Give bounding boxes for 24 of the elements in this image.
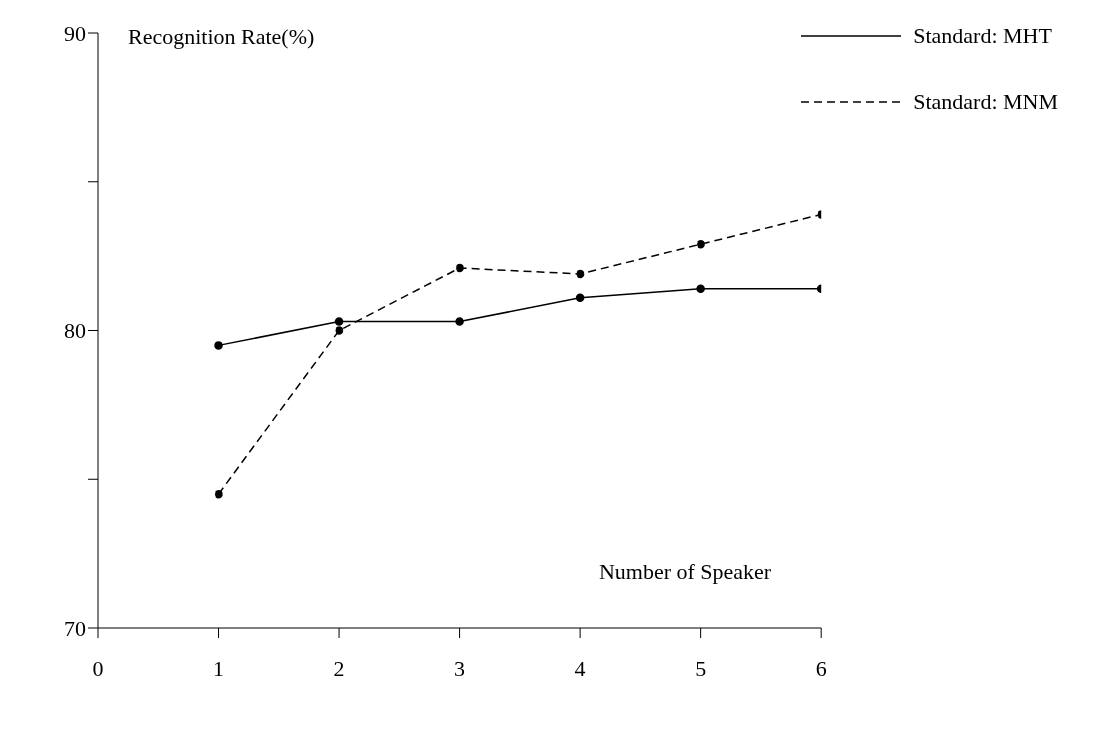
- point: [455, 263, 464, 273]
- y-axis-title: Recognition Rate(%): [128, 23, 315, 49]
- y-tick-label: 90: [64, 20, 86, 46]
- point: [575, 269, 585, 279]
- x-tick-label: 4: [574, 655, 586, 681]
- point: [334, 326, 344, 335]
- x-tick-label: 5: [695, 655, 707, 681]
- x-axis-title: Number of Speaker: [598, 558, 772, 584]
- point: [334, 317, 344, 326]
- point: [696, 239, 705, 249]
- legend-label: Standard: MHT: [913, 23, 1052, 49]
- point: [696, 284, 705, 294]
- point: [575, 293, 585, 303]
- x-tick-label: 3: [454, 655, 466, 681]
- point: [455, 317, 464, 326]
- x-tick-label: 0: [92, 655, 104, 681]
- x-tick-label: 2: [333, 655, 345, 681]
- x-tick-label: 1: [213, 655, 225, 681]
- legend-label: Standard: MNM: [913, 89, 1058, 115]
- y-tick-label: 80: [64, 318, 86, 344]
- point: [214, 341, 223, 350]
- point: [214, 489, 223, 499]
- y-tick-label: 70: [64, 615, 86, 641]
- x-tick-label: 6: [815, 655, 827, 681]
